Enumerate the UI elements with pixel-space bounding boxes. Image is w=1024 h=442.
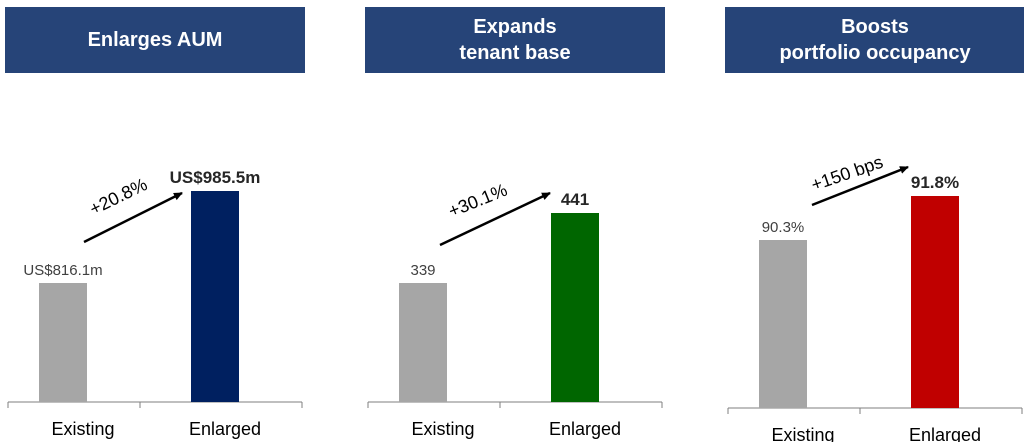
- change-arrow: [811, 165, 909, 207]
- occupancy-bar-chart: 90.3% Existing 91.8% Enlarged +150 bps: [727, 152, 1023, 442]
- change-arrow: [83, 191, 183, 244]
- category-label: Enlarged: [189, 419, 261, 439]
- data-label: US$816.1m: [23, 262, 102, 279]
- panel-occupancy: Boosts portfolio occupancy 90.3% Existing…: [725, 0, 1024, 442]
- change-arrow: [439, 191, 551, 247]
- header-line: Enlarges AUM: [87, 29, 223, 51]
- header-line: tenant base: [459, 42, 571, 64]
- bar-existing: [39, 283, 87, 402]
- header-line: Boosts: [841, 16, 909, 38]
- bar-existing: [759, 240, 807, 408]
- category-label: Enlarged: [909, 425, 981, 442]
- data-label: 339: [410, 262, 435, 279]
- change-label: +30.1%: [445, 180, 510, 222]
- panel-header: Boosts portfolio occupancy: [725, 7, 1024, 73]
- panel-header: Enlarges AUM: [5, 7, 305, 73]
- panel-header: Expands tenant base: [365, 7, 665, 73]
- bar-enlarged: [551, 213, 599, 402]
- bar-enlarged: [191, 191, 239, 402]
- category-label: Enlarged: [549, 419, 621, 439]
- category-label: Existing: [771, 425, 834, 442]
- data-label: US$985.5m: [170, 168, 261, 187]
- panel-aum: Enlarges AUM US$816.1m Existing US$985.5m E…: [5, 0, 305, 442]
- bar-enlarged: [911, 196, 959, 408]
- data-label: 90.3%: [762, 219, 805, 236]
- data-label: 91.8%: [911, 173, 959, 192]
- tenant-bar-chart: 339 Existing 441 Enlarged +30.1%: [367, 180, 663, 439]
- header-line: Expands: [473, 16, 557, 38]
- change-label: +150 bps: [809, 152, 886, 195]
- data-label: 441: [561, 190, 589, 209]
- category-label: Existing: [51, 419, 114, 439]
- category-label: Existing: [411, 419, 474, 439]
- header-line: portfolio occupancy: [779, 42, 971, 64]
- bar-existing: [399, 283, 447, 402]
- panel-tenant-base: Expands tenant base 339 Existing 441 Enlarg…: [365, 0, 665, 442]
